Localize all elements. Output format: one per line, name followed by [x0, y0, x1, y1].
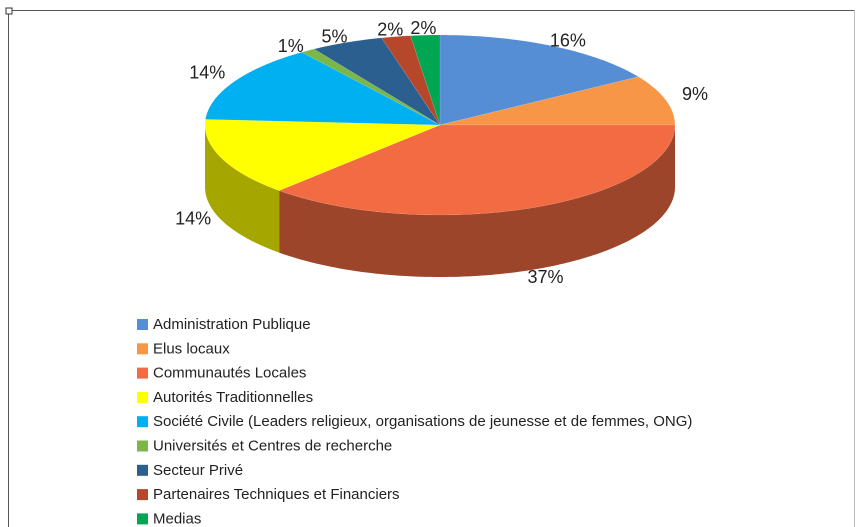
slice	[278, 124, 676, 216]
legend-label: Partenaires Techniques et Financiers	[153, 486, 400, 503]
legend-swatch	[137, 464, 148, 476]
legend-label: Communautés Locales	[153, 365, 306, 382]
slice	[204, 119, 441, 191]
data-label: 14%	[189, 63, 225, 83]
legend-label: Société Civile (Leaders religieux, organ…	[153, 413, 692, 430]
slice-side	[279, 125, 675, 277]
data-label: 37%	[527, 267, 563, 287]
legend-swatch	[137, 391, 148, 403]
slice	[439, 76, 676, 126]
data-label: 1%	[278, 36, 304, 56]
data-label: 2%	[410, 18, 436, 38]
slice-side	[205, 125, 280, 253]
slice	[381, 35, 441, 126]
slice-side-shade	[279, 125, 675, 277]
data-label: 5%	[322, 26, 348, 46]
legend-swatch	[137, 367, 148, 379]
slice	[410, 34, 441, 126]
data-label: 14%	[175, 209, 211, 229]
legend-label: Autorités Traditionnelles	[153, 389, 313, 406]
data-label: 2%	[377, 19, 403, 39]
legend-swatch	[137, 513, 148, 525]
legend-label: Universités et Centres de recherche	[153, 437, 392, 454]
slice	[439, 34, 640, 126]
legend-label: Administration Publique	[153, 316, 311, 333]
legend-swatch	[137, 319, 148, 330]
legend-swatch	[137, 440, 148, 452]
legend-swatch	[137, 343, 148, 355]
data-label: 9%	[682, 84, 708, 104]
slice	[313, 37, 441, 126]
data-label: 16%	[550, 31, 586, 51]
slice	[205, 51, 441, 126]
legend-swatch	[137, 489, 148, 501]
legend-label: Medias	[153, 510, 201, 527]
legend-swatch	[137, 416, 148, 428]
slice-side-shade	[205, 125, 280, 253]
legend-label: Secteur Privé	[153, 462, 243, 479]
selection-handle	[5, 7, 13, 15]
legend-label: Elus locaux	[153, 340, 230, 357]
